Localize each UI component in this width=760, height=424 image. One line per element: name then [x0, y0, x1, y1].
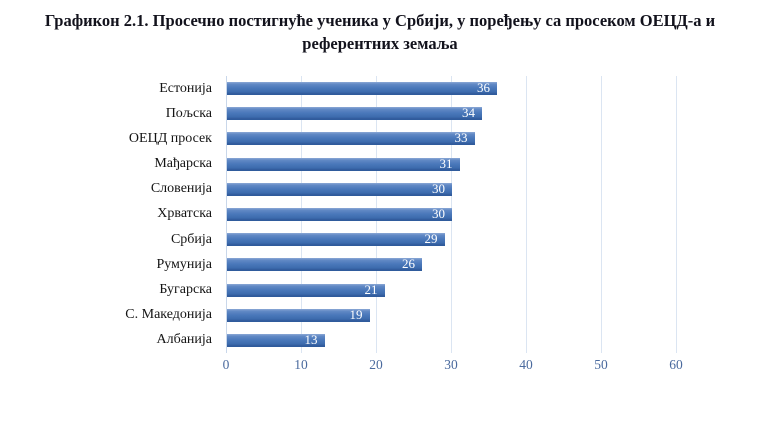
bar: 30: [227, 180, 452, 196]
chart-title-line-2: референтних земаља: [302, 34, 458, 53]
chart-title: Графикон 2.1. Просечно постигнуће ученик…: [0, 9, 760, 55]
x-tick-label: 50: [594, 357, 608, 372]
bar: 36: [227, 80, 497, 96]
bar-value-label: 36: [477, 80, 490, 96]
bar: 21: [227, 281, 385, 297]
bar: 26: [227, 256, 422, 272]
bar: 13: [227, 331, 325, 347]
category-label: Румунија: [156, 256, 212, 272]
category-label: Бугарска: [159, 282, 212, 298]
x-tick-label: 40: [519, 357, 533, 372]
bar: 29: [227, 231, 445, 247]
gridline: [526, 76, 527, 353]
category-label: ОЕЦД просек: [128, 130, 212, 146]
bar-value-label: 30: [432, 180, 445, 196]
bar-value-label: 19: [349, 306, 363, 322]
category-label: Албанија: [156, 332, 212, 348]
category-label: С. Македонија: [125, 307, 212, 323]
bar-value-label: 21: [364, 281, 378, 297]
plot-area: 0 10 20 30 40 50 60 36 34 33 31 30 30 29 26 21 19 13: [223, 76, 683, 372]
chart-title-line-1: Графикон 2.1. Просечно постигнуће ученик…: [44, 11, 716, 30]
bar: 33: [227, 130, 475, 146]
value-axis-line: [226, 76, 227, 353]
bar: 31: [227, 155, 460, 171]
x-tick-label: 10: [294, 357, 308, 372]
bar: 34: [227, 105, 482, 121]
bar-value-label: 26: [402, 256, 415, 272]
x-tick-label: 60: [669, 357, 683, 372]
gridline: [676, 76, 677, 353]
bar-value-label: 31: [439, 155, 453, 171]
gridline: [601, 76, 602, 353]
x-tick-label: 30: [444, 357, 458, 372]
x-tick-label: 0: [222, 357, 230, 372]
bar-value-label: 13: [304, 331, 318, 347]
bar-value-label: 29: [424, 231, 438, 247]
category-label: Словенија: [150, 181, 212, 197]
bar-value-label: 33: [454, 130, 468, 146]
category-label: Естонија: [159, 80, 212, 96]
x-tick-label: 20: [369, 357, 383, 372]
bar: 30: [227, 206, 452, 221]
bar: 19: [227, 306, 370, 322]
bar-value-label: 30: [432, 206, 445, 221]
category-axis: Естонија Пољска ОЕЦД просек Мађарска Словени…: [0, 76, 219, 353]
category-label: Србија: [170, 231, 212, 247]
category-label: Хрватска: [157, 206, 212, 222]
category-label: Пољска: [165, 105, 212, 121]
category-label: Мађарска: [154, 156, 212, 172]
bar-value-label: 34: [462, 105, 475, 121]
